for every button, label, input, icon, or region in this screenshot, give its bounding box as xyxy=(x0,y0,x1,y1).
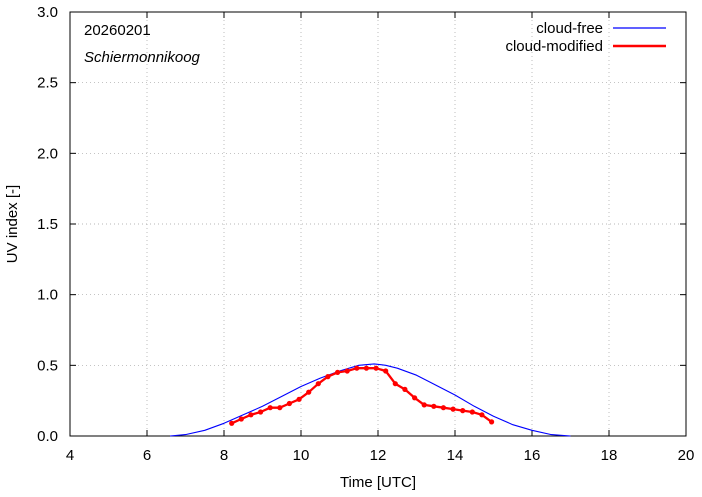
data-point-cloud-modified xyxy=(306,389,312,395)
legend-label-cloud-modified: cloud-modified xyxy=(505,38,603,55)
y-tick-label: 1.5 xyxy=(37,216,58,233)
data-point-cloud-modified xyxy=(440,405,446,411)
date-annotation: 20260201 xyxy=(84,22,151,39)
data-point-cloud-modified xyxy=(383,368,389,374)
data-point-cloud-modified xyxy=(344,368,350,374)
data-point-cloud-modified xyxy=(431,403,437,409)
gridlines xyxy=(70,12,686,436)
y-axis-label: UV index [-] xyxy=(4,185,21,263)
data-point-cloud-modified xyxy=(238,416,244,422)
data-point-cloud-modified xyxy=(258,409,264,415)
x-tick-label: 20 xyxy=(678,447,695,464)
data-point-cloud-modified xyxy=(421,402,427,408)
data-point-cloud-modified xyxy=(277,405,283,411)
data-point-cloud-modified xyxy=(412,395,418,401)
series-line-cloud-modified xyxy=(231,367,493,425)
x-tick-label: 8 xyxy=(220,447,228,464)
x-tick-label: 18 xyxy=(601,447,618,464)
data-point-cloud-modified xyxy=(315,381,321,387)
legend-label-cloud-free: cloud-free xyxy=(536,20,603,37)
legend: cloud-free cloud-modified xyxy=(505,20,666,55)
data-point-cloud-modified xyxy=(479,412,485,418)
x-tick-label: 16 xyxy=(524,447,541,464)
series-line-cloud-free xyxy=(170,363,571,437)
data-point-cloud-modified xyxy=(392,381,398,387)
data-point-cloud-modified xyxy=(248,412,254,418)
data-point-cloud-modified xyxy=(296,396,302,402)
y-tick-label: 3.0 xyxy=(37,4,58,21)
x-tick-label: 14 xyxy=(447,447,464,464)
y-tick-label: 0.5 xyxy=(37,357,58,374)
y-tick-label: 0.0 xyxy=(37,428,58,445)
data-series xyxy=(170,363,571,437)
data-point-cloud-modified xyxy=(460,408,466,414)
data-point-cloud-modified xyxy=(335,369,341,375)
data-point-cloud-modified xyxy=(267,405,273,411)
y-tick-label: 2.0 xyxy=(37,145,58,162)
tick-marks xyxy=(69,11,687,437)
location-annotation: Schiermonnikoog xyxy=(84,49,201,66)
y-tick-label: 1.0 xyxy=(37,287,58,304)
x-tick-label: 4 xyxy=(66,447,74,464)
data-point-cloud-modified xyxy=(489,419,495,425)
data-point-cloud-modified xyxy=(469,409,475,415)
x-tick-label: 12 xyxy=(370,447,387,464)
y-tick-labels: 0.0 0.5 1.0 1.5 2.0 2.5 3.0 xyxy=(37,4,58,445)
x-tick-labels: 4 6 8 10 12 14 16 18 20 xyxy=(66,447,695,464)
x-axis-label: Time [UTC] xyxy=(340,474,416,491)
data-point-cloud-modified xyxy=(402,386,408,392)
data-point-cloud-modified xyxy=(363,365,369,371)
data-point-cloud-modified xyxy=(325,374,331,380)
x-tick-label: 10 xyxy=(293,447,310,464)
data-point-cloud-modified xyxy=(229,420,235,426)
data-point-cloud-modified xyxy=(354,365,360,371)
x-tick-label: 6 xyxy=(143,447,151,464)
data-point-cloud-modified xyxy=(450,406,456,412)
y-tick-label: 2.5 xyxy=(37,75,58,92)
data-point-cloud-modified xyxy=(373,365,379,371)
data-point-cloud-modified xyxy=(286,400,292,407)
